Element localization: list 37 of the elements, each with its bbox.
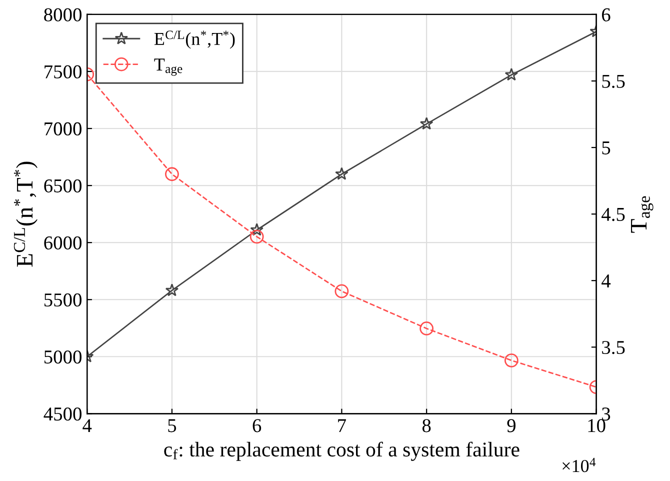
y-tick-label: 6500 xyxy=(44,179,82,192)
y2-tick-label: 4.5 xyxy=(602,208,625,222)
y-tick-label: 7500 xyxy=(44,65,82,78)
y-tick-label: 6000 xyxy=(44,236,82,250)
text: ×10$^{4}$ xyxy=(562,458,596,472)
y2-tick-label: 6 xyxy=(602,8,610,22)
point xyxy=(250,230,264,244)
point xyxy=(504,68,518,81)
y2-tick-label: 5 xyxy=(602,142,610,154)
x-axis-title: c$_{f}$: the replacement cost of a system failure xyxy=(164,442,520,461)
y-axis-title: E$^{C/L}$(n$^{*}$,T$^{*}$) xyxy=(14,162,38,267)
point xyxy=(250,223,264,236)
x-tick-label: 6 xyxy=(252,419,262,432)
x-tick-label: 4 xyxy=(82,419,92,432)
point xyxy=(420,116,434,130)
y2-tick-label: 5.5 xyxy=(602,74,625,88)
x-tick-label: 10 xyxy=(588,419,606,432)
x-tick-label: 8 xyxy=(422,419,431,432)
point xyxy=(420,322,434,336)
y2-axis-title: T$_{age}$ xyxy=(631,196,654,233)
point xyxy=(334,284,349,298)
y-tick-label: 5000 xyxy=(44,350,82,364)
legend-label: T$_{age}$ xyxy=(154,58,182,76)
y-tick-label: 8000 xyxy=(44,8,82,22)
x-tick-label: 5 xyxy=(168,419,176,432)
point xyxy=(335,167,348,180)
point xyxy=(504,353,518,368)
y2-tick-label: 3.5 xyxy=(602,340,625,354)
y-tick-label: 7000 xyxy=(44,122,82,136)
x-tick-label: 7 xyxy=(338,419,346,432)
y-tick-label: 5500 xyxy=(44,293,82,307)
legend-label: E$^{C/L}$(n$^{*}$,T$^{*}$) xyxy=(154,30,235,49)
point xyxy=(165,284,179,296)
y2-tick-label: 3 xyxy=(602,408,610,421)
x-tick-label: 9 xyxy=(507,419,516,432)
y2-tick-label: 4 xyxy=(602,274,611,288)
y-tick-label: 4500 xyxy=(44,407,82,421)
